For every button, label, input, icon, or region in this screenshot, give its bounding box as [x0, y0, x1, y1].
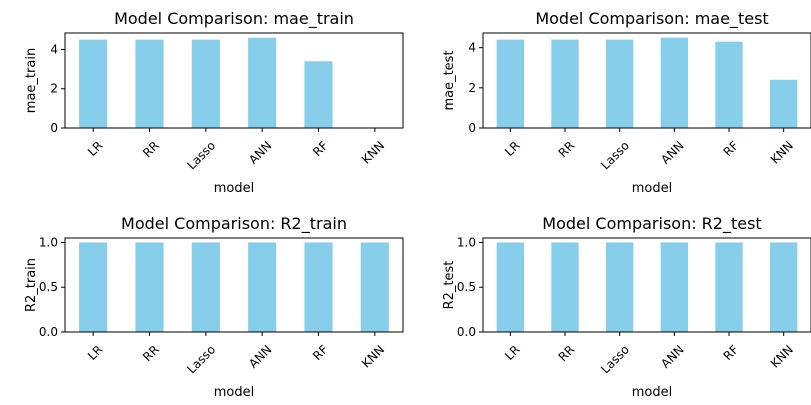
bar	[715, 41, 743, 128]
chart-title: Model Comparison: mae_train	[114, 9, 354, 29]
x-tick-label: RR	[140, 342, 162, 364]
x-axis-label: model	[632, 385, 672, 400]
x-axis-label: model	[632, 181, 672, 196]
x-tick-label: RR	[556, 138, 578, 160]
y-tick-label: 0.0	[457, 325, 476, 339]
bar	[770, 79, 798, 128]
x-tick-label: RR	[556, 342, 578, 364]
x-tick-label: RF	[310, 342, 331, 363]
x-tick-label: RF	[310, 138, 331, 159]
x-axis-label: model	[214, 385, 254, 400]
x-tick-label: KNN	[768, 342, 796, 370]
x-tick-label: ANN	[246, 138, 274, 166]
x-tick-label: Lasso	[598, 138, 632, 172]
y-axis-label: mae_train	[24, 48, 39, 113]
chart-r2-train: Model Comparison: R2_train 0.0 0.5 1.0 LR RR L…	[24, 214, 404, 400]
y-tick-label: 0.5	[457, 280, 476, 294]
bar	[551, 242, 579, 332]
plot-frame	[482, 32, 811, 129]
bar	[551, 39, 579, 128]
x-tick-label: KNN	[359, 138, 387, 166]
y-tick-label: 0.0	[39, 325, 58, 339]
x-tick-label: Lasso	[184, 138, 218, 172]
y-tick-label: 1.0	[457, 235, 476, 249]
x-tick-label: ANN	[246, 342, 274, 370]
bar	[496, 39, 524, 128]
bar	[715, 242, 743, 332]
bar	[79, 242, 108, 332]
y-tick-label: 0	[468, 121, 476, 135]
chart-title: Model Comparison: mae_test	[535, 9, 768, 29]
y-axis-label: R2_test	[442, 261, 457, 310]
x-tick-label: ANN	[658, 138, 686, 166]
x-tick-label: RF	[721, 342, 742, 363]
bar	[496, 242, 524, 332]
chart-mae-test: Model Comparison: mae_test 0 2 4 LR RR Lasso AN…	[442, 9, 811, 196]
y-tick-label: 0	[50, 121, 58, 135]
bar	[248, 242, 277, 332]
x-tick-label: KNN	[359, 342, 387, 370]
x-tick-label: Lasso	[598, 342, 632, 376]
plot-frame	[482, 237, 811, 333]
bar	[660, 242, 688, 332]
y-tick-label: 1.0	[39, 235, 58, 249]
y-tick-label: 4	[468, 41, 476, 55]
bar	[304, 61, 333, 129]
x-axis-label: model	[214, 181, 254, 196]
bar	[360, 242, 389, 332]
bar	[660, 37, 688, 129]
y-axis-label: mae_test	[442, 50, 457, 110]
chart-r2-test: Model Comparison: R2_test 0.0 0.5 1.0 LR RR La…	[442, 214, 811, 400]
bar	[248, 37, 277, 128]
x-tick-label: LR	[85, 138, 106, 159]
x-tick-label: Lasso	[184, 342, 218, 376]
x-tick-label: ANN	[658, 342, 686, 370]
x-tick-label: RF	[721, 138, 742, 159]
y-tick-label: 2	[468, 81, 476, 95]
y-tick-label: 4	[50, 42, 58, 56]
bar	[79, 39, 108, 128]
plot-frame	[64, 237, 404, 333]
bar	[606, 242, 634, 332]
chart-mae-train: Model Comparison: mae_train 0 2 4 LR RR Lasso A…	[24, 9, 404, 196]
x-tick-label: RR	[140, 138, 162, 160]
bar	[606, 39, 634, 128]
y-tick-label: 2	[50, 82, 58, 96]
bar	[770, 242, 798, 332]
plot-frame	[64, 32, 404, 129]
x-tick-label: LR	[85, 342, 106, 363]
bar	[135, 39, 164, 128]
bar	[191, 242, 220, 332]
bar	[304, 242, 333, 332]
y-axis-label: R2_train	[24, 258, 39, 312]
bar	[135, 242, 164, 332]
x-tick-label: LR	[502, 138, 523, 159]
chart-title: Model Comparison: R2_test	[542, 214, 761, 234]
x-tick-label: LR	[502, 342, 523, 363]
x-tick-label: KNN	[768, 138, 796, 166]
bar	[191, 39, 220, 128]
chart-title: Model Comparison: R2_train	[121, 214, 347, 234]
y-tick-label: 0.5	[39, 280, 58, 294]
